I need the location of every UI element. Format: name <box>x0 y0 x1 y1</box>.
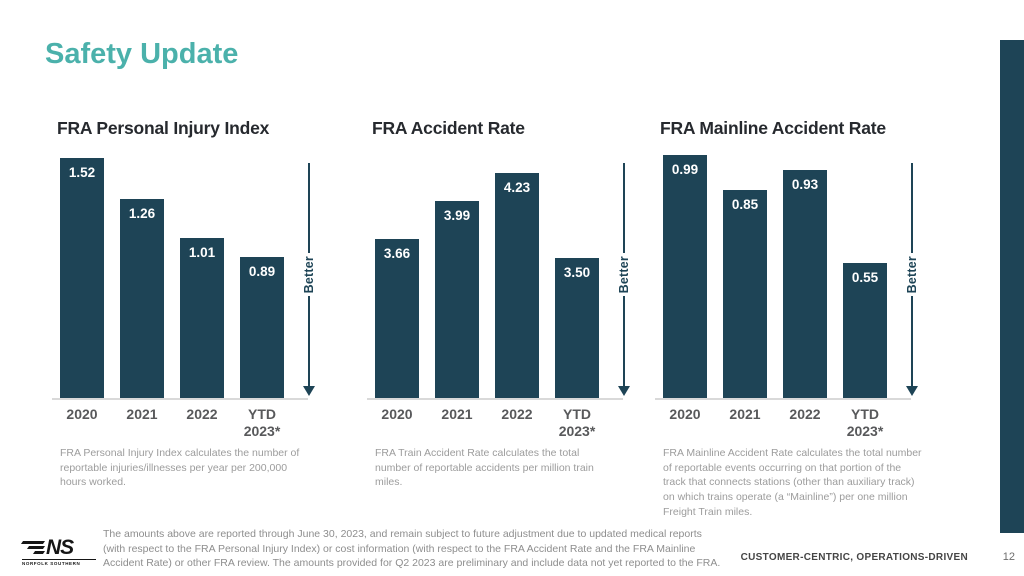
arrow-stem <box>623 163 625 253</box>
x-axis-label: YTD 2023* <box>558 406 596 439</box>
x-axis-label: 2022 <box>186 406 218 422</box>
bar-2021: 3.99 <box>435 201 479 398</box>
bar-2022: 4.23 <box>495 173 539 398</box>
better-direction-arrow: Better <box>301 163 317 397</box>
bar-2022: 0.93 <box>783 170 827 398</box>
better-label: Better <box>302 255 316 294</box>
plot-area: 0.99 0.85 0.93 0.55 Better <box>655 153 919 400</box>
slide-disclaimer: The amounts above are reported through J… <box>103 528 721 570</box>
bar-2020: 0.99 <box>663 155 707 398</box>
arrow-stem <box>308 296 310 387</box>
x-axis-labels: 2020 2021 2022 YTD 2023* <box>60 406 300 440</box>
chart-title: FRA Mainline Accident Rate <box>660 118 886 138</box>
bar-group: 1.52 1.26 1.01 0.89 <box>60 153 300 398</box>
x-axis-label: YTD 2023* <box>243 406 281 439</box>
slide-title: Safety Update <box>45 38 239 70</box>
x-axis-labels: 2020 2021 2022 YTD 2023* <box>375 406 615 440</box>
down-arrowhead-icon <box>906 386 918 397</box>
x-axis-baseline <box>367 398 623 400</box>
logo-subtext: NORFOLK SOUTHERN <box>22 559 96 566</box>
chart-footnote: FRA Mainline Accident Rate calculates th… <box>663 447 922 518</box>
bar-YTD-2023: 0.89 <box>240 257 284 398</box>
plot-area: 1.52 1.26 1.01 0.89 Better <box>52 153 316 400</box>
bar-2022: 1.01 <box>180 238 224 398</box>
better-label: Better <box>617 255 631 294</box>
bar-value-label: 1.26 <box>128 206 156 221</box>
chart-footnote: FRA Personal Injury Index calculates the… <box>60 447 300 489</box>
bar-value-label: 0.55 <box>851 270 879 285</box>
logo-mark: NS <box>20 536 96 559</box>
bar-2020: 1.52 <box>60 158 104 398</box>
arrow-stem <box>308 163 310 253</box>
arrow-stem <box>911 296 913 387</box>
bar-YTD-2023: 3.50 <box>555 258 599 398</box>
x-axis-label: 2021 <box>441 406 473 422</box>
bar-YTD-2023: 0.55 <box>843 263 887 398</box>
chart-fra-personal-injury-index: FRA Personal Injury Index 1.52 1.26 1.01 0.… <box>45 118 335 488</box>
page-number: 12 <box>1002 551 1015 563</box>
better-direction-arrow: Better <box>616 163 632 397</box>
bar-group: 3.66 3.99 4.23 3.50 <box>375 153 615 398</box>
bar-value-label: 1.52 <box>68 165 96 180</box>
chart-footnote: FRA Train Accident Rate calculates the t… <box>375 447 594 489</box>
bar-value-label: 0.85 <box>731 197 759 212</box>
x-axis-label: 2021 <box>126 406 158 422</box>
down-arrowhead-icon <box>618 386 630 397</box>
norfolk-southern-logo: NS NORFOLK SOUTHERN <box>20 536 96 566</box>
chart-fra-accident-rate: FRA Accident Rate 3.66 3.99 4.23 3.50 Bette… <box>360 118 650 488</box>
chart-title: FRA Accident Rate <box>372 118 525 138</box>
bar-value-label: 4.23 <box>503 180 531 195</box>
bar-group: 0.99 0.85 0.93 0.55 <box>663 153 903 398</box>
bar-value-label: 3.50 <box>563 265 591 280</box>
bar-2021: 0.85 <box>723 190 767 398</box>
arrow-stem <box>911 163 913 253</box>
better-label: Better <box>905 255 919 294</box>
plot-area: 3.66 3.99 4.23 3.50 Better <box>367 153 631 400</box>
x-axis-label: 2020 <box>669 406 701 422</box>
bar-value-label: 3.66 <box>383 246 411 261</box>
bar-value-label: 0.89 <box>248 264 276 279</box>
x-axis-label: YTD 2023* <box>846 406 884 439</box>
x-axis-labels: 2020 2021 2022 YTD 2023* <box>663 406 903 440</box>
x-axis-label: 2022 <box>501 406 533 422</box>
bar-value-label: 1.01 <box>188 245 216 260</box>
x-axis-label: 2020 <box>381 406 413 422</box>
x-axis-label: 2022 <box>789 406 821 422</box>
speed-lines-icon <box>20 540 46 555</box>
x-axis-baseline <box>655 398 911 400</box>
down-arrowhead-icon <box>303 386 315 397</box>
better-direction-arrow: Better <box>904 163 920 397</box>
x-axis-label: 2020 <box>66 406 98 422</box>
bar-value-label: 3.99 <box>443 208 471 223</box>
bar-value-label: 0.99 <box>671 162 699 177</box>
bar-2021: 1.26 <box>120 199 164 398</box>
bar-value-label: 0.93 <box>791 177 819 192</box>
arrow-stem <box>623 296 625 387</box>
footer-tagline: CUSTOMER-CENTRIC, OPERATIONS-DRIVEN <box>740 552 968 563</box>
logo-ns-text: NS <box>46 536 74 559</box>
chart-fra-mainline-accident-rate: FRA Mainline Accident Rate 0.99 0.85 0.93 0… <box>648 118 938 518</box>
x-axis-label: 2021 <box>729 406 761 422</box>
bar-2020: 3.66 <box>375 239 419 398</box>
x-axis-baseline <box>52 398 308 400</box>
chart-title: FRA Personal Injury Index <box>57 118 270 138</box>
right-accent-bar <box>1000 40 1024 533</box>
